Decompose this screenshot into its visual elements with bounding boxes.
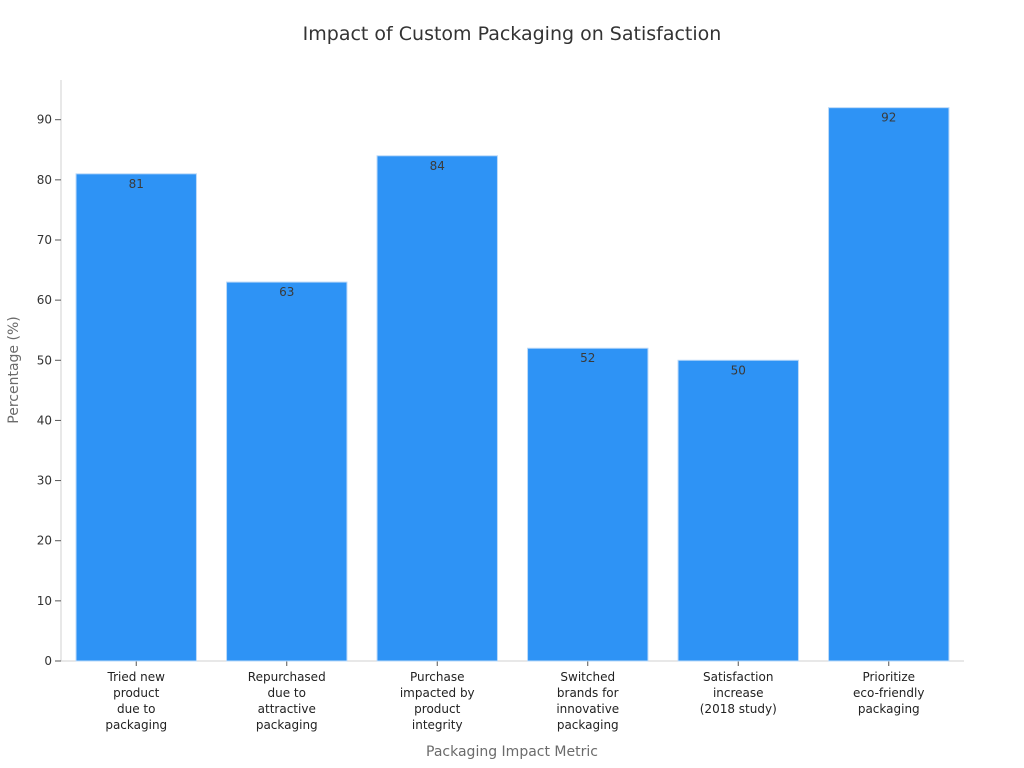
x-tick-label: Tried new product due to packaging (105, 670, 167, 732)
x-axis-title: Packaging Impact Metric (426, 744, 598, 760)
data-label: 84 (430, 159, 445, 173)
x-tick-label-line: packaging (105, 718, 167, 732)
x-tick-label-line: brands for (557, 686, 619, 700)
y-tick-label: 60 (37, 293, 52, 307)
x-tick-label: Switched brands for innovative packaging (556, 670, 619, 732)
x-tick-label: Satisfaction increase (2018 study) (700, 670, 777, 716)
x-tick-label: Repurchased due to attractive packaging (248, 670, 326, 732)
y-tick-label: 10 (37, 594, 52, 608)
x-tick-label-line: attractive (258, 702, 316, 716)
y-tick-label: 20 (37, 534, 52, 548)
x-tick-label-line: due to (117, 702, 155, 716)
bar (376, 155, 498, 662)
bar (226, 281, 348, 662)
y-tick-label: 80 (37, 173, 52, 187)
bar (828, 107, 950, 662)
x-tick-label-line: product (113, 686, 159, 700)
x-tick-label-line: due to (268, 686, 306, 700)
x-tick-label-line: Tried new (107, 670, 166, 684)
chart-title: Impact of Custom Packaging on Satisfacti… (303, 23, 722, 45)
bars-group (75, 107, 950, 662)
data-label: 63 (279, 285, 294, 299)
y-axis: 0 10 20 30 40 50 60 70 80 90 (37, 80, 62, 668)
data-label: 52 (580, 351, 595, 365)
x-tick-label: Purchase impacted by product integrity (400, 670, 475, 732)
data-label: 81 (129, 177, 144, 191)
x-tick-label: Prioritize eco-friendly packaging (853, 670, 924, 716)
y-tick-label: 40 (37, 413, 52, 427)
y-axis-title: Percentage (%) (6, 316, 22, 423)
y-tick-label: 50 (37, 353, 52, 367)
x-tick-label-line: Purchase (410, 670, 465, 684)
y-tick-label: 70 (37, 233, 52, 247)
y-tick-label: 0 (44, 654, 52, 668)
bar (527, 347, 649, 662)
x-tick-label-line: increase (713, 686, 764, 700)
x-tick-label-line: Switched (560, 670, 615, 684)
data-label: 92 (881, 111, 896, 125)
x-tick-label-line: packaging (858, 702, 920, 716)
x-tick-label-line: Prioritize (862, 670, 915, 684)
x-tick-label-line: Repurchased (248, 670, 326, 684)
x-tick-label-line: innovative (556, 702, 619, 716)
data-label: 50 (731, 363, 746, 377)
data-labels-group: 81 63 84 52 50 92 (129, 111, 897, 378)
x-tick-label-line: product (414, 702, 460, 716)
x-tick-label-line: (2018 study) (700, 702, 777, 716)
x-tick-label-line: Satisfaction (703, 670, 773, 684)
x-tick-label-line: integrity (412, 718, 463, 732)
x-tick-label-line: packaging (557, 718, 619, 732)
bar (75, 173, 197, 662)
x-tick-label-line: eco-friendly (853, 686, 924, 700)
y-tick-label: 30 (37, 474, 52, 488)
y-tick-label: 90 (37, 113, 52, 127)
bar (677, 359, 799, 662)
x-tick-label-line: packaging (256, 718, 318, 732)
x-tick-label-line: impacted by (400, 686, 475, 700)
x-axis: Tried new product due to packagingRepurchas… (61, 660, 964, 732)
